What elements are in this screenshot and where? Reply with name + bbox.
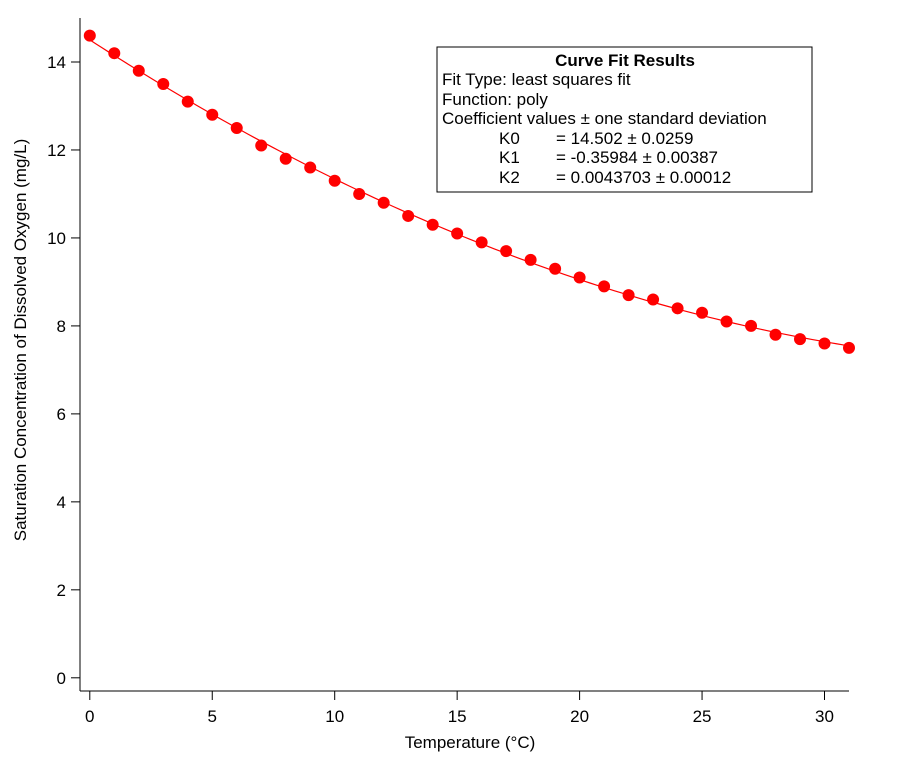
- y-tick-label: 0: [57, 669, 66, 688]
- data-point: [353, 187, 366, 200]
- coefficient-k2-name: K2: [499, 168, 520, 187]
- y-tick-label: 12: [47, 141, 66, 160]
- data-point: [696, 306, 709, 319]
- results-box-fit-type: Fit Type: least squares fit: [442, 70, 631, 89]
- x-ticks: 0 5 10 15 20 25 30: [85, 691, 834, 726]
- data-point: [549, 262, 562, 275]
- coefficient-k1-value: = -0.35984 ± 0.00387: [556, 148, 718, 167]
- data-point: [720, 315, 733, 328]
- data-point: [255, 139, 268, 152]
- data-point: [206, 108, 219, 121]
- y-tick-label: 4: [57, 493, 66, 512]
- data-point: [475, 236, 488, 249]
- results-box-coeff-header: Coefficient values ± one standard deviat…: [442, 109, 767, 128]
- x-tick-label: 25: [693, 707, 712, 726]
- x-tick-label: 30: [815, 707, 834, 726]
- x-axis-label: Temperature (°C): [405, 733, 536, 752]
- data-point: [157, 77, 170, 90]
- coefficient-k1-name: K1: [499, 148, 520, 167]
- data-point: [230, 121, 243, 134]
- x-tick-label: 0: [85, 707, 94, 726]
- data-point: [622, 289, 635, 302]
- data-point: [304, 161, 317, 174]
- y-ticks: 0 2 4 6 8 10 12 14: [47, 53, 80, 688]
- data-point: [573, 271, 586, 284]
- data-point: [181, 95, 194, 108]
- plot-area: 0 5 10 15 20 25 30 0 2 4 6 8 10 12 14: [47, 18, 855, 726]
- data-point: [377, 196, 390, 209]
- data-point: [647, 293, 660, 306]
- data-point: [83, 29, 96, 42]
- coefficient-k2-value: = 0.0043703 ± 0.00012: [556, 168, 731, 187]
- data-point: [524, 253, 537, 266]
- data-point: [671, 302, 684, 315]
- data-point: [328, 174, 341, 187]
- data-point: [402, 209, 415, 222]
- data-point: [451, 227, 464, 240]
- x-tick-label: 10: [325, 707, 344, 726]
- data-point: [426, 218, 439, 231]
- coefficient-k0-value: = 14.502 ± 0.0259: [556, 129, 693, 148]
- y-axis-label: Saturation Concentration of Dissolved Ox…: [11, 139, 30, 542]
- data-point: [132, 64, 145, 77]
- x-tick-label: 5: [208, 707, 217, 726]
- data-point: [598, 280, 611, 293]
- x-tick-label: 20: [570, 707, 589, 726]
- results-box-border: [436, 46, 813, 193]
- curve-fit-results-box: Curve Fit Results Fit Type: least square…: [436, 46, 813, 193]
- y-tick-label: 8: [57, 317, 66, 336]
- x-tick-label: 15: [448, 707, 467, 726]
- data-points: [83, 29, 855, 354]
- results-box-title: Curve Fit Results: [555, 51, 695, 70]
- data-point: [794, 333, 807, 346]
- data-point: [843, 341, 855, 354]
- y-tick-label: 10: [47, 229, 66, 248]
- data-point: [769, 328, 782, 341]
- data-point: [818, 337, 831, 350]
- data-point: [279, 152, 292, 165]
- y-tick-label: 14: [47, 53, 66, 72]
- coefficient-k0-name: K0: [499, 129, 520, 148]
- data-point: [108, 47, 121, 60]
- results-box-function: Function: poly: [442, 90, 548, 109]
- y-tick-label: 2: [57, 581, 66, 600]
- y-tick-label: 6: [57, 405, 66, 424]
- data-point: [745, 319, 758, 332]
- data-point: [500, 245, 513, 258]
